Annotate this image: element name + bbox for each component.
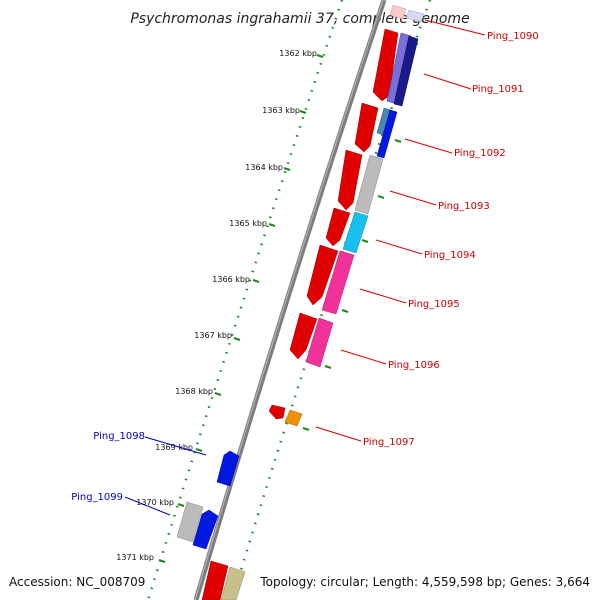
tick-label-1362: 1362 kbp xyxy=(279,49,317,58)
inner-track-genes xyxy=(220,4,425,600)
ruler-ticks xyxy=(158,54,324,563)
inner-tick-g xyxy=(324,365,332,369)
gene-label-1091[interactable]: Ping_1091 xyxy=(472,84,524,95)
gene-inner-1097-orange[interactable] xyxy=(284,409,303,427)
leader-1094 xyxy=(375,239,423,255)
tick-label-1365: 1365 kbp xyxy=(229,219,267,228)
tick-1368 xyxy=(214,392,222,396)
inner-tick-d xyxy=(377,195,385,199)
leader-lines-left xyxy=(124,436,207,516)
gene-inner-1090-pink[interactable] xyxy=(389,4,407,20)
gene-fwd-1097[interactable] xyxy=(268,404,286,420)
gene-label-1093[interactable]: Ping_1093 xyxy=(438,201,490,212)
tick-label-1369: 1369 kbp xyxy=(155,443,193,452)
tick-label-1371: 1371 kbp xyxy=(116,553,154,562)
gene-label-1090[interactable]: Ping_1090 xyxy=(487,31,539,42)
forward-genes xyxy=(201,28,399,600)
leader-1090 xyxy=(424,19,486,36)
gene-inner-1091-navy[interactable] xyxy=(393,35,419,107)
tick-1365 xyxy=(268,223,276,227)
tick-1363 xyxy=(299,110,307,114)
gene-label-1095[interactable]: Ping_1095 xyxy=(408,299,460,310)
tick-label-1370: 1370 kbp xyxy=(136,498,174,507)
outer-ruler-arc xyxy=(146,0,344,600)
gene-label-1092[interactable]: Ping_1092 xyxy=(454,148,506,159)
leader-1097 xyxy=(315,426,362,442)
accession-text: Accession: NC_008709 xyxy=(9,575,145,589)
gene-label-1099[interactable]: Ping_1099 xyxy=(71,492,123,503)
tick-label-1363: 1363 kbp xyxy=(262,106,300,115)
gene-inner-1093-grey[interactable] xyxy=(354,154,384,215)
gene-rev-1099-grey[interactable] xyxy=(176,501,204,543)
tick-1370 xyxy=(177,503,185,507)
gene-label-1098[interactable]: Ping_1098 xyxy=(93,431,145,442)
inner-tick-c xyxy=(394,139,402,143)
leader-1098 xyxy=(144,436,207,456)
inner-tick-f xyxy=(341,309,349,313)
gene-inner-1092-blue[interactable] xyxy=(376,109,398,159)
tick-1366 xyxy=(252,279,260,283)
genome-title: Psychromonas ingrahamii 37, complete gen… xyxy=(130,11,469,27)
leader-1096 xyxy=(340,349,387,365)
gene-fwd-1093[interactable] xyxy=(337,149,363,211)
gene-fwd-1095[interactable] xyxy=(306,244,339,306)
gene-inner-1100-khaki[interactable] xyxy=(220,566,246,600)
topology-text: Topology: circular; Length: 4,559,598 bp… xyxy=(259,575,590,589)
leader-1093 xyxy=(389,190,437,206)
gene-fwd-1096[interactable] xyxy=(289,312,318,360)
leader-1092 xyxy=(404,138,453,154)
tick-1367 xyxy=(233,337,241,341)
leader-1099 xyxy=(124,496,171,516)
leader-1091 xyxy=(423,73,472,90)
tick-1369 xyxy=(195,448,203,452)
gene-inner-1090-lavender[interactable] xyxy=(405,9,425,23)
gene-label-1097[interactable]: Ping_1097 xyxy=(363,437,415,448)
tick-1371 xyxy=(158,559,166,563)
leader-lines-right xyxy=(315,19,486,442)
genome-backbone xyxy=(193,0,387,600)
gene-inner-1096-magenta[interactable] xyxy=(305,317,334,368)
gene-fwd-1090[interactable] xyxy=(372,28,399,102)
gene-rev-1098[interactable] xyxy=(216,450,240,487)
tick-label-1366: 1366 kbp xyxy=(212,275,250,284)
gene-inner-1095-magenta[interactable] xyxy=(321,250,355,315)
tick-1364 xyxy=(283,167,291,171)
reverse-genes xyxy=(176,450,240,550)
inner-tick-e xyxy=(361,239,369,243)
genome-backbone-highlight xyxy=(194,0,384,600)
tick-1362 xyxy=(316,54,324,58)
gene-label-1096[interactable]: Ping_1096 xyxy=(388,360,440,371)
tick-label-1364: 1364 kbp xyxy=(245,163,283,172)
tick-label-1367: 1367 kbp xyxy=(194,331,232,340)
inner-tick-h xyxy=(302,427,310,431)
gene-inner-1094-cyan[interactable] xyxy=(342,211,369,254)
gene-fwd-1100[interactable] xyxy=(201,560,229,600)
leader-1095 xyxy=(359,288,407,304)
gene-fwd-1092[interactable] xyxy=(354,102,379,153)
gene-fwd-1094[interactable] xyxy=(325,207,351,247)
gene-rev-1099-blue[interactable] xyxy=(192,509,219,550)
gene-label-1094[interactable]: Ping_1094 xyxy=(424,250,476,261)
tick-label-1368: 1368 kbp xyxy=(175,387,213,396)
